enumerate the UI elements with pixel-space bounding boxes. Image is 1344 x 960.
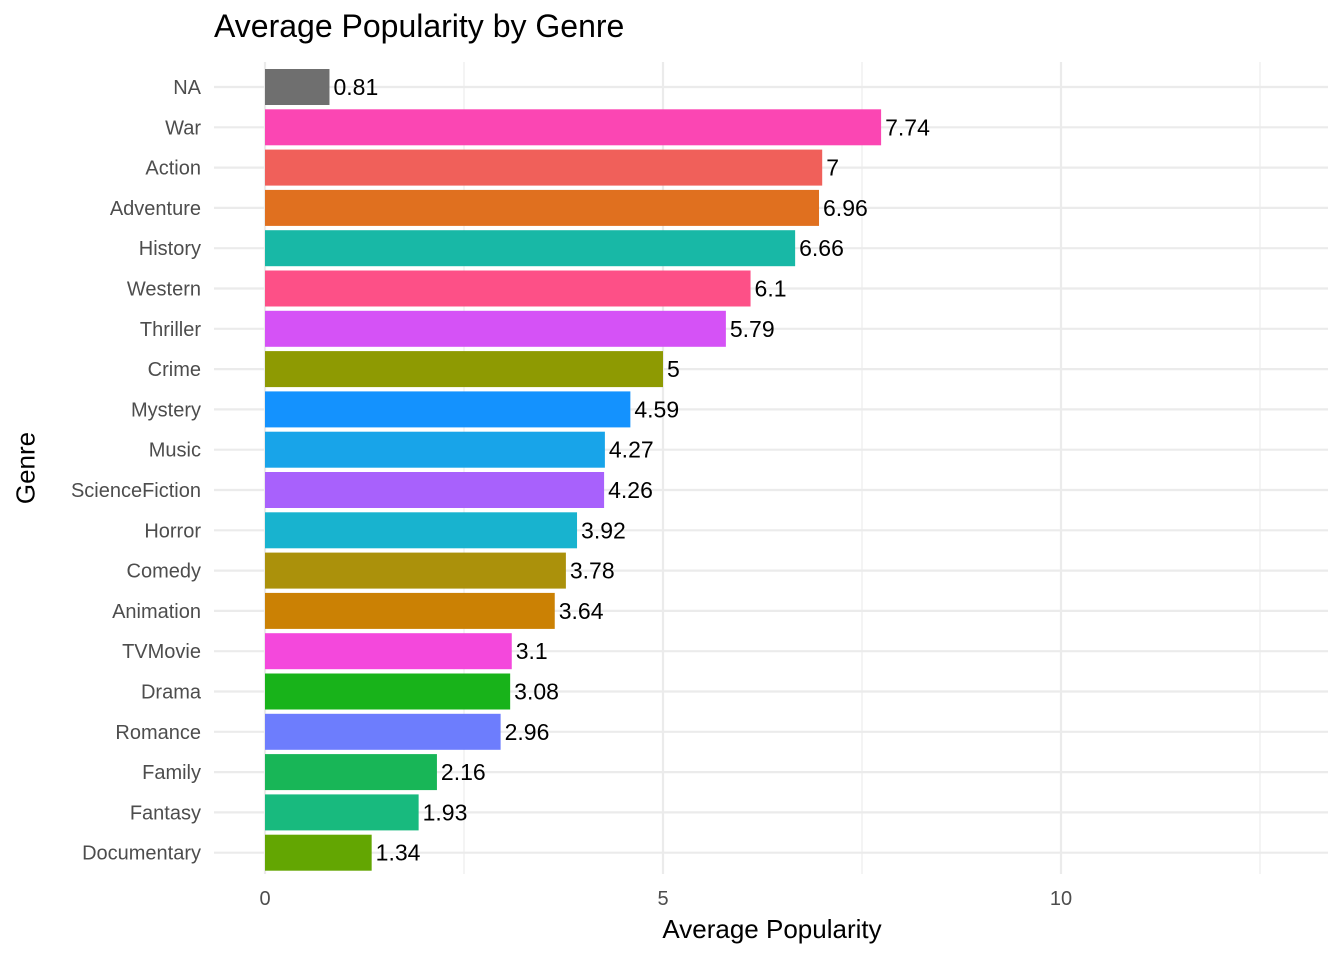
bar-value-label: 3.78	[570, 558, 615, 584]
bar-sciencefiction	[265, 472, 605, 508]
label-layer: 0.81 7.74 7 6.96 6.66 6.1 5.79 5 4.59 4.27 4.26 3.9…	[333, 74, 930, 866]
bar-value-label: 0.81	[333, 74, 378, 100]
bar-family	[265, 754, 437, 791]
y-tick-label: History	[139, 238, 201, 260]
y-tick-label: Action	[145, 158, 201, 180]
bar-value-label: 6.1	[755, 276, 787, 302]
y-tick-label: Documentary	[82, 843, 201, 865]
y-tick-label: Animation	[112, 601, 201, 623]
bar-tvmovie	[265, 633, 512, 670]
y-tick-label: Fantasy	[130, 802, 201, 824]
bar-romance	[265, 713, 501, 750]
bar-history	[265, 230, 796, 267]
bar-animation	[265, 592, 555, 629]
y-tick-label: Western	[127, 279, 201, 301]
y-tick-label: Comedy	[127, 561, 201, 583]
x-tick-label: 5	[657, 888, 668, 910]
bar-documentary	[265, 834, 372, 871]
y-tick-label: NA	[173, 77, 201, 99]
y-tick-label: TVMovie	[122, 641, 201, 663]
bar-value-label: 7	[826, 155, 839, 181]
y-tick-label: Horror	[144, 520, 201, 542]
bar-layer	[265, 69, 882, 871]
y-tick-label: ScienceFiction	[71, 480, 201, 502]
y-tick-label: Family	[142, 762, 201, 784]
y-tick-label: War	[165, 117, 201, 139]
bar-mystery	[265, 391, 631, 428]
bar-crime	[265, 351, 663, 388]
bar-value-label: 3.92	[581, 517, 626, 543]
bar-value-label: 2.96	[505, 719, 550, 745]
bar-na	[265, 69, 330, 105]
bar-value-label: 3.1	[516, 638, 548, 664]
y-tick-label: Crime	[148, 359, 201, 381]
bar-value-label: 4.27	[609, 437, 654, 463]
y-tick-label: Thriller	[140, 319, 201, 341]
bar-western	[265, 270, 751, 307]
bar-war	[265, 109, 882, 146]
bar-value-label: 5.79	[730, 316, 775, 342]
y-tick-label: Adventure	[110, 198, 201, 220]
bar-value-label: 5	[667, 356, 680, 382]
bar-value-label: 3.64	[559, 598, 604, 624]
y-tick-label: Mystery	[131, 399, 201, 421]
bar-comedy	[265, 552, 566, 589]
y-tick-label: Music	[149, 440, 201, 462]
y-tick-label: Romance	[115, 722, 201, 744]
bar-value-label: 2.16	[441, 759, 486, 785]
bar-value-label: 6.96	[823, 195, 868, 221]
bar-value-label: 3.08	[514, 679, 559, 705]
bar-value-label: 1.34	[376, 840, 421, 866]
chart-title: Average Popularity by Genre	[214, 8, 625, 44]
bar-action	[265, 149, 823, 186]
bar-value-label: 7.74	[885, 114, 930, 140]
bar-drama	[265, 673, 511, 710]
bar-fantasy	[265, 794, 419, 831]
x-tick-label: 10	[1050, 888, 1072, 910]
y-tick-label: Drama	[141, 682, 202, 704]
bar-value-label: 1.93	[423, 799, 468, 825]
bar-value-label: 6.66	[799, 235, 844, 261]
bar-value-label: 4.26	[608, 477, 653, 503]
x-axis-title: Average Popularity	[662, 914, 882, 944]
tick-layer: NA War Action Adventure History Western Thrill…	[71, 77, 1072, 910]
bar-horror	[265, 512, 578, 549]
bar-value-label: 4.59	[634, 396, 679, 422]
bar-adventure	[265, 189, 820, 226]
bar-thriller	[265, 310, 726, 347]
x-tick-label: 0	[259, 888, 270, 910]
bar-music	[265, 431, 605, 468]
